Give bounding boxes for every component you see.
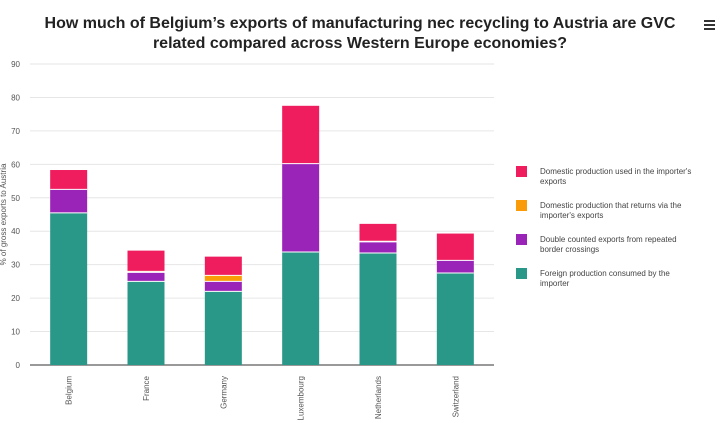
y-tick-label: 30 [11,261,20,270]
bar-segment [204,291,242,365]
x-tick-label: France [142,375,151,400]
y-tick-label: 90 [11,60,20,69]
bar-segment [359,241,397,253]
bar-segment [359,252,397,365]
bar-segment [359,223,397,242]
legend-item[interactable]: Foreign production consumed by the impor… [516,268,706,302]
y-axis-title: % of gross exports to Austria [0,163,8,265]
chart-title: How much of Belgium’s exports of manufac… [44,15,676,52]
y-tick-label: 10 [11,328,20,337]
chart-legend: Domestic production used in the importer… [516,166,706,302]
legend-swatch [516,268,527,279]
y-tick-label: 40 [11,227,20,236]
legend-label: Domestic production that returns via the… [540,201,682,220]
bar-segment [127,272,165,282]
bar-segment [204,281,242,292]
x-tick-label: Belgium [65,376,74,405]
bar-segment [204,256,242,276]
bar-segment [436,273,474,365]
y-tick-label: 80 [11,93,20,102]
y-tick-label: 60 [11,160,20,169]
bar-segment [127,271,165,273]
bar-segment [282,251,320,365]
bar-segment [436,260,474,274]
bar-segment [282,163,320,252]
bar-segment [282,105,320,164]
hamburger-menu-icon[interactable] [704,20,716,30]
bar-segment [50,189,88,213]
y-tick-label: 50 [11,194,20,203]
bar-segment [436,233,474,261]
x-tick-label: Germany [219,376,228,409]
y-tick-label: 70 [11,127,20,136]
legend-swatch [516,234,527,245]
bar-segment [50,170,88,190]
legend-item[interactable]: Double counted exports from repeated bor… [516,234,706,268]
x-tick-label: Netherlands [374,376,383,419]
legend-item[interactable]: Domestic production used in the importer… [516,166,706,200]
x-tick-label: Luxembourg [297,376,306,420]
bar-segment [127,281,165,365]
legend-swatch [516,166,527,177]
bar-segment [50,212,88,365]
legend-item[interactable]: Domestic production that returns via the… [516,200,706,234]
legend-label: Double counted exports from repeated bor… [540,235,677,254]
y-tick-label: 20 [11,294,20,303]
legend-label: Foreign production consumed by the impor… [540,269,670,288]
y-tick-label: 0 [16,361,21,370]
x-tick-label: Switzerland [451,376,460,417]
bar-segment [204,275,242,282]
bar-segment [127,250,165,272]
legend-swatch [516,200,527,211]
legend-label: Domestic production used in the importer… [540,167,692,186]
